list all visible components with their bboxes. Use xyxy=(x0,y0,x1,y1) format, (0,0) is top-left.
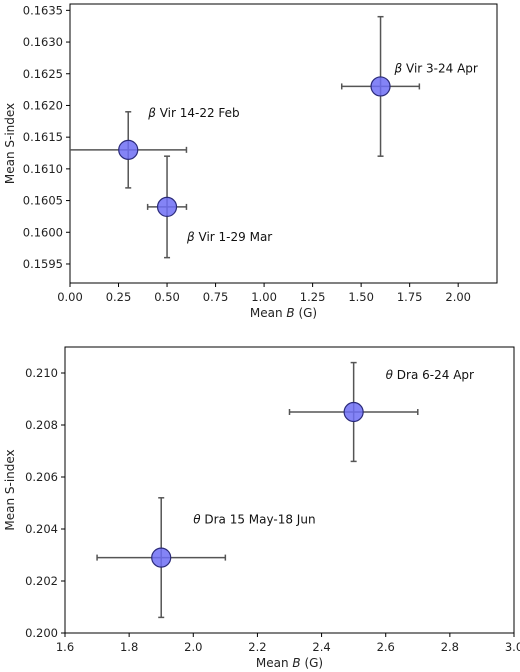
x-tick-label: 3.0 xyxy=(505,640,520,654)
point-annotation: θ Dra 15 May-18 Jun xyxy=(193,513,315,527)
y-tick-label: 0.1620 xyxy=(23,98,63,112)
y-tick-label: 0.1615 xyxy=(23,130,63,144)
x-tick-label: 1.6 xyxy=(56,640,74,654)
x-tick-label: 1.25 xyxy=(300,290,326,304)
data-point xyxy=(156,196,178,218)
y-tick-label: 0.208 xyxy=(25,418,58,432)
data-point xyxy=(370,76,391,97)
x-tick-label: 1.75 xyxy=(397,290,423,304)
y-tick-label: 0.1600 xyxy=(23,225,63,239)
x-tick-label: 2.00 xyxy=(445,290,471,304)
x-tick-label: 1.50 xyxy=(348,290,374,304)
point-annotation: β Vir 14-22 Feb xyxy=(147,106,239,120)
x-tick-label: 0.25 xyxy=(106,290,132,304)
y-axis-label: Mean S-index xyxy=(3,449,17,530)
x-tick-label: 2.4 xyxy=(312,640,330,654)
x-tick-label: 1.00 xyxy=(251,290,277,304)
x-tick-label: 0.00 xyxy=(57,290,83,304)
data-point xyxy=(151,547,172,568)
chart-panel-bottom: 1.6 1.8 2.0 2.2 2.4 2.6 2.8 3.0 0.200 0.202 0.204 0… xyxy=(3,346,520,670)
y-tick-label: 0.200 xyxy=(25,626,58,640)
x-tick-label: 2.8 xyxy=(441,640,459,654)
x-axis-label: Mean B (G) xyxy=(256,656,323,670)
y-tick-label: 0.204 xyxy=(25,522,58,536)
x-tick-label: 0.75 xyxy=(203,290,229,304)
plot-frame xyxy=(69,3,498,284)
y-tick-label: 0.1595 xyxy=(23,257,63,271)
point-annotation: θ Dra 6-24 Apr xyxy=(386,368,474,382)
y-tick-label: 0.1625 xyxy=(23,67,63,81)
point-annotation: β Vir 3-24 Apr xyxy=(394,61,478,75)
point-annotation: β Vir 1-29 Mar xyxy=(186,230,272,244)
y-tick-label: 0.202 xyxy=(25,574,58,588)
y-tick-label: 0.1605 xyxy=(23,194,63,208)
y-tick-label: 0.1630 xyxy=(23,35,63,49)
y-tick-label: 0.1635 xyxy=(23,3,63,17)
y-axis-label: Mean S-index xyxy=(3,103,17,184)
plot-frame xyxy=(64,346,515,634)
data-point xyxy=(118,139,139,160)
y-tick-label: 0.206 xyxy=(25,470,58,484)
x-tick-label: 0.50 xyxy=(154,290,180,304)
data-point xyxy=(343,401,364,423)
x-axis-label: Mean B (G) xyxy=(250,306,317,320)
x-tick-label: 2.6 xyxy=(377,640,395,654)
y-tick-label: 0.1610 xyxy=(23,162,63,176)
x-tick-label: 2.0 xyxy=(184,640,202,654)
x-tick-label: 2.2 xyxy=(248,640,266,654)
x-tick-label: 1.8 xyxy=(120,640,138,654)
y-tick-label: 0.210 xyxy=(25,366,58,380)
chart-panel-top: 0.00 0.25 0.50 0.75 1.00 1.25 1.50 1.75 2.00 0.15… xyxy=(3,3,498,320)
